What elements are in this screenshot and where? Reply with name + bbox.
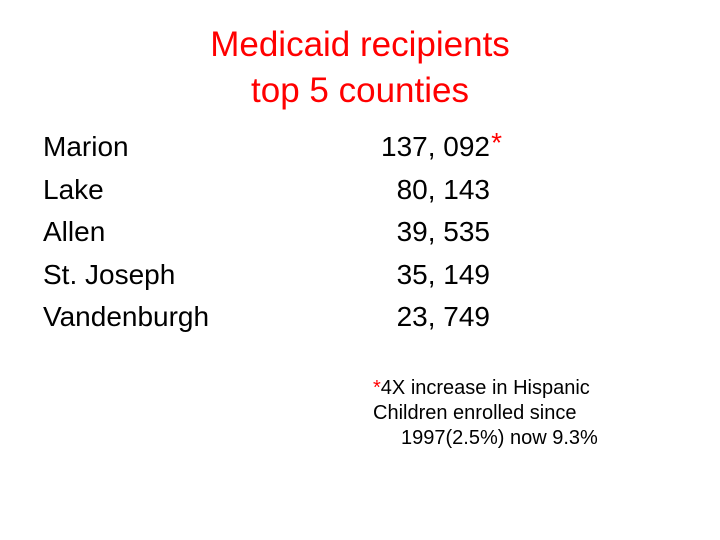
title-line-1: Medicaid recipients: [210, 25, 510, 64]
count-row: 80, 143: [360, 169, 500, 212]
footnote-line-1: *4X increase in Hispanic: [373, 376, 598, 401]
count-row: 137, 092 *: [360, 126, 502, 169]
footnote-marker: *: [491, 127, 502, 158]
county-name: Allen: [43, 216, 106, 247]
slide-title: Medicaid recipients top 5 counties: [0, 22, 720, 114]
recipient-count: 23, 749: [396, 301, 490, 332]
footnote-text: 4X increase in Hispanic: [380, 377, 590, 399]
count-row: 35, 149: [360, 254, 500, 297]
footnote: *4X increase in Hispanic Children enroll…: [373, 376, 598, 451]
recipient-count: 137, 092: [381, 131, 490, 162]
count-row: 23, 749: [360, 296, 500, 339]
recipient-count: 35, 149: [396, 258, 490, 290]
county-name: St. Joseph: [43, 258, 176, 290]
county-name: Vandenburgh: [43, 301, 210, 332]
footnote-line-2: Children enrolled since: [373, 402, 577, 424]
title-line-2: top 5 counties: [251, 71, 469, 110]
footnote-marker: *: [373, 377, 381, 399]
count-row: 39, 535: [360, 211, 500, 254]
county-name: Marion: [43, 131, 129, 162]
recipient-count: 39, 535: [396, 216, 490, 247]
recipient-count-list: 137, 092 * 80, 143 39, 535 35, 149 23, 7…: [360, 126, 502, 339]
county-name: Lake: [43, 173, 104, 205]
footnote-line-3: 1997(2.5%) now 9.3%: [401, 427, 598, 449]
county-list: Marion Lake Allen St. Joseph Vandenburgh: [43, 126, 209, 339]
recipient-count: 80, 143: [396, 173, 490, 205]
